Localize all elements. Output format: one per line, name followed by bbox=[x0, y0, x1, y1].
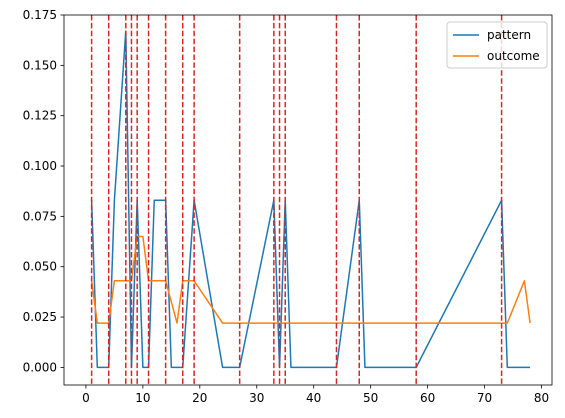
y-tick-label: 0.075 bbox=[23, 209, 57, 223]
x-tick-label: 10 bbox=[135, 391, 150, 405]
legend-label-pattern: pattern bbox=[487, 28, 531, 42]
x-tick-label: 0 bbox=[82, 391, 90, 405]
x-tick-label: 60 bbox=[420, 391, 435, 405]
x-tick-label: 80 bbox=[534, 391, 549, 405]
x-tick-label: 40 bbox=[306, 391, 321, 405]
axes-frame bbox=[63, 14, 553, 386]
y-tick-label: 0.125 bbox=[23, 109, 57, 123]
x-tick-label: 20 bbox=[192, 391, 207, 405]
x-tick-label: 70 bbox=[477, 391, 492, 405]
y-tick-label: 0.000 bbox=[23, 360, 57, 374]
legend-label-outcome: outcome bbox=[487, 49, 540, 63]
x-tick-label: 30 bbox=[249, 391, 264, 405]
x-tick-label: 50 bbox=[363, 391, 378, 405]
y-tick-label: 0.025 bbox=[23, 310, 57, 324]
y-tick-label: 0.175 bbox=[23, 8, 57, 22]
y-tick-label: 0.050 bbox=[23, 260, 57, 274]
y-tick-label: 0.150 bbox=[23, 58, 57, 72]
y-tick-label: 0.100 bbox=[23, 159, 57, 173]
